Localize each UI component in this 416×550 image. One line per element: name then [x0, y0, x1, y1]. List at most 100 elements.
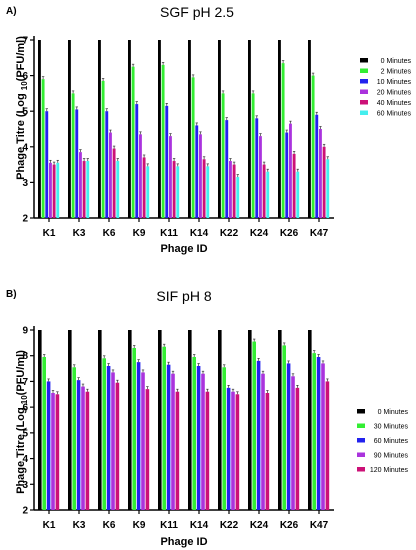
bar	[49, 162, 52, 218]
bar	[176, 166, 180, 218]
bar	[308, 330, 312, 510]
y-tick-label: 4	[22, 454, 28, 465]
x-tick-label: K47	[310, 228, 329, 239]
bar	[139, 134, 142, 218]
bar	[321, 363, 325, 510]
bar	[158, 40, 161, 218]
x-tick-label: K3	[73, 228, 86, 239]
bar	[278, 330, 282, 510]
bar	[311, 75, 315, 218]
legend-swatch	[357, 423, 365, 428]
legend-label: 20 Minutes	[377, 90, 412, 97]
bar	[52, 164, 56, 218]
x-tick-label: K6	[103, 228, 116, 239]
y-tick-label: 6	[22, 71, 28, 82]
bar	[231, 391, 235, 510]
bar	[256, 360, 261, 510]
bar	[146, 166, 150, 218]
y-tick-label: 7	[22, 377, 28, 388]
bar	[229, 161, 232, 218]
bar	[75, 109, 79, 218]
bar	[71, 93, 75, 218]
bar	[319, 129, 322, 218]
bar	[161, 64, 165, 218]
bar	[192, 357, 196, 510]
bar	[111, 372, 115, 510]
x-tick-label: K11	[160, 228, 178, 239]
legend-label: 10 Minutes	[377, 79, 412, 86]
bar	[98, 330, 102, 510]
y-tick-label: 5	[22, 428, 28, 439]
x-tick-label: K1	[43, 228, 56, 239]
panel-a: A) SGF pH 2.5 Phage Titre (Log 10(PFU/ml…	[6, 4, 411, 255]
panel-b-label: B)	[6, 289, 17, 300]
bar	[326, 159, 330, 218]
legend-label: 120 Minutes	[370, 467, 409, 474]
legend-swatch	[357, 467, 365, 472]
bar	[226, 387, 231, 510]
legend-swatch	[360, 68, 368, 73]
bar	[141, 372, 145, 510]
bar	[41, 79, 45, 218]
x-tick-label: K24	[250, 520, 269, 531]
bar	[82, 161, 86, 218]
bar	[128, 40, 131, 218]
bar	[292, 153, 296, 218]
x-tick-label: K9	[133, 520, 146, 531]
x-tick-label: K9	[133, 228, 146, 239]
bar	[295, 387, 300, 510]
x-tick-label: K26	[280, 228, 299, 239]
bar	[132, 348, 136, 510]
bar	[45, 111, 49, 218]
bar	[105, 111, 109, 218]
bar	[116, 161, 120, 218]
bar	[135, 104, 139, 218]
bar	[172, 161, 176, 218]
panel-a-xlabel: Phage ID	[160, 243, 207, 255]
panel-a-title: SGF pH 2.5	[160, 4, 234, 20]
x-tick-label: K24	[250, 228, 269, 239]
legend-label: 0 Minutes	[378, 409, 409, 416]
legend-swatch	[360, 58, 368, 63]
bar	[85, 391, 90, 510]
bar	[218, 40, 221, 218]
bar	[281, 63, 285, 218]
bar	[218, 330, 222, 510]
panel-b: B) SIF pH 8 Phage Titre (Log 10(PFU/ml) …	[6, 288, 408, 548]
bar	[72, 367, 76, 510]
bar	[289, 123, 292, 218]
bar	[316, 357, 321, 510]
y-tick-label: 8	[22, 351, 28, 362]
bar	[236, 177, 240, 218]
x-tick-label: K14	[190, 228, 209, 239]
bar	[76, 380, 81, 510]
bar	[106, 366, 111, 510]
bar	[291, 376, 295, 510]
bar	[296, 171, 300, 218]
bar	[202, 159, 206, 218]
bar	[55, 394, 60, 510]
bar	[266, 171, 270, 218]
bar	[308, 40, 311, 218]
bar	[188, 40, 191, 218]
bar	[38, 330, 42, 510]
legend-swatch	[357, 452, 365, 457]
bar	[51, 393, 55, 510]
legend-swatch	[357, 438, 365, 443]
bar	[315, 114, 319, 218]
bar	[248, 330, 252, 510]
x-tick-label: K22	[220, 520, 239, 531]
bar	[142, 157, 146, 218]
bar	[199, 134, 202, 218]
bar	[278, 40, 281, 218]
bar	[322, 146, 326, 218]
bar	[68, 330, 72, 510]
bar	[56, 162, 60, 218]
bar	[38, 40, 41, 218]
legend-label: 60 Minutes	[374, 438, 409, 445]
bar	[235, 394, 240, 510]
x-tick-label: K3	[73, 520, 86, 531]
y-tick-label: 2	[22, 506, 28, 517]
bar	[265, 393, 270, 510]
bar	[145, 389, 150, 510]
